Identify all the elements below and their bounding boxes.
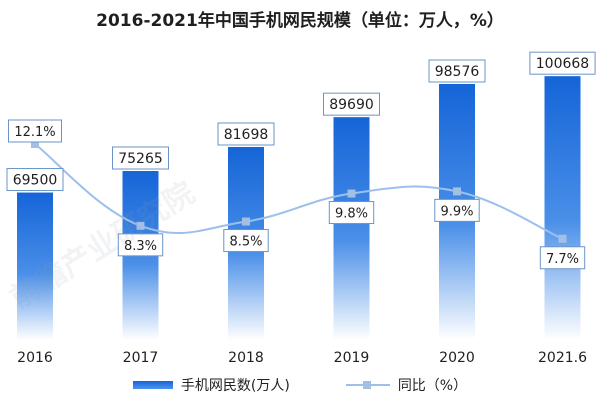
bar-label-2021.6: 100668 bbox=[529, 51, 596, 75]
bar-2021.6 bbox=[544, 76, 581, 341]
yoy-marker-2016 bbox=[31, 140, 39, 148]
bar-label-2018: 81698 bbox=[217, 122, 275, 146]
bar-value-label: 81698 bbox=[224, 127, 269, 143]
x-tick-label: 2020 bbox=[439, 350, 475, 366]
bar-label-2016: 69500 bbox=[6, 168, 64, 192]
yoy-label-2021.6: 7.7% bbox=[539, 246, 586, 270]
bar-label-box bbox=[6, 168, 64, 192]
bar-value-label: 69500 bbox=[13, 173, 58, 189]
bar-value-label: 89690 bbox=[329, 97, 374, 113]
bar-value-label: 75265 bbox=[118, 151, 163, 167]
bar-label-2020: 98576 bbox=[428, 59, 486, 83]
yoy-label-2019: 9.8% bbox=[328, 201, 375, 225]
yoy-marker-2021.6 bbox=[558, 234, 567, 243]
yoy-value-label: 9.9% bbox=[440, 204, 473, 219]
x-tick-label: 2019 bbox=[334, 350, 370, 366]
yoy-label-box bbox=[434, 198, 480, 222]
yoy-marker-2018 bbox=[242, 217, 250, 226]
yoy-value-label: 9.8% bbox=[335, 207, 368, 222]
yoy-marker-2019 bbox=[347, 189, 356, 198]
bar-label-box bbox=[428, 59, 486, 83]
x-tick-label: 2018 bbox=[228, 350, 264, 366]
yoy-marker-2017 bbox=[136, 221, 145, 230]
yoy-label-2018: 8.5% bbox=[223, 229, 269, 253]
legend-bar-swatch bbox=[132, 381, 173, 389]
bar-label-box bbox=[112, 146, 169, 170]
yoy-label-2020: 9.9% bbox=[434, 198, 480, 222]
legend-line-label: 同比（%） bbox=[397, 378, 468, 394]
yoy-label-box bbox=[117, 233, 164, 257]
yoy-label-box bbox=[328, 201, 375, 225]
yoy-label-2017: 8.3% bbox=[117, 233, 164, 257]
x-tick-label: 2016 bbox=[17, 350, 53, 366]
yoy-label-2016: 12.1% bbox=[8, 119, 62, 143]
bar-label-box bbox=[323, 92, 380, 116]
chart-title: 2016-2021年中国手机网民规模（单位：万人，%） bbox=[96, 11, 504, 31]
bar-label-2019: 89690 bbox=[323, 92, 380, 116]
bar-value-label: 100668 bbox=[536, 56, 589, 72]
bar-label-2017: 75265 bbox=[112, 146, 169, 170]
legend-bar-label: 手机网民数(万人) bbox=[180, 378, 290, 394]
yoy-value-label: 8.3% bbox=[124, 239, 157, 254]
yoy-value-label: 7.7% bbox=[546, 252, 579, 267]
yoy-label-box bbox=[8, 119, 62, 143]
yoy-line bbox=[34, 143, 563, 240]
legend-line-swatch bbox=[345, 380, 390, 390]
legend-item-yoy: 同比（%） bbox=[345, 375, 468, 395]
yoy-value-label: 12.1% bbox=[14, 125, 55, 140]
x-tick-label: 2021.6 bbox=[538, 350, 587, 366]
bar-2016 bbox=[17, 192, 53, 340]
bar-value-label: 98576 bbox=[435, 64, 480, 80]
yoy-label-box bbox=[539, 246, 586, 270]
yoy-label-box bbox=[223, 229, 269, 253]
x-tick-label: 2017 bbox=[123, 350, 159, 366]
legend-item-users: 手机网民数(万人) bbox=[132, 375, 290, 395]
bar-label-box bbox=[529, 51, 596, 75]
yoy-value-label: 8.5% bbox=[229, 235, 262, 250]
bar-2019 bbox=[333, 117, 370, 340]
yoy-marker-2020 bbox=[453, 187, 461, 196]
legend: 手机网民数(万人) 同比（%） bbox=[0, 374, 600, 396]
bar-label-box bbox=[217, 122, 275, 146]
